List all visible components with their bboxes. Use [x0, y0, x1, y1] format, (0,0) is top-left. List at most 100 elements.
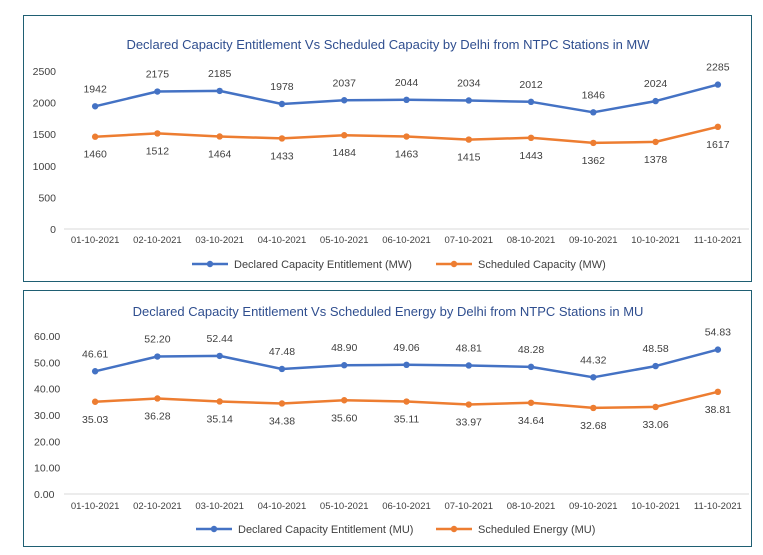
y-tick-label: 60.00	[34, 331, 60, 343]
legend-marker	[210, 525, 218, 533]
data-label: 54.83	[705, 327, 731, 339]
x-tick-label: 02-10-2021	[133, 501, 182, 512]
data-label: 1484	[333, 147, 357, 159]
data-point	[216, 352, 223, 360]
data-label: 49.06	[393, 342, 419, 354]
data-point	[527, 363, 535, 371]
data-point	[714, 388, 722, 396]
x-tick-label: 02-10-2021	[133, 235, 182, 246]
data-label: 34.38	[269, 415, 295, 427]
data-point	[154, 130, 161, 137]
x-tick-label: 01-10-2021	[71, 501, 120, 512]
data-label: 1433	[270, 150, 294, 162]
data-point	[278, 100, 286, 108]
x-tick-label: 10-10-2021	[631, 501, 680, 512]
y-tick-label: 40.00	[34, 384, 60, 396]
data-label: 1378	[644, 154, 668, 166]
data-label: 44.32	[580, 354, 606, 366]
data-point	[341, 362, 348, 369]
data-point	[154, 395, 161, 402]
y-tick-label: 2500	[33, 66, 57, 78]
data-label: 38.81	[705, 404, 731, 416]
data-label: 1617	[706, 139, 730, 151]
y-tick-label: 500	[38, 192, 56, 204]
chart-panel-energy: Declared Capacity Entitlement Vs Schedul…	[23, 290, 752, 547]
data-point	[278, 135, 286, 142]
data-point	[590, 404, 597, 412]
data-label: 33.97	[456, 417, 482, 429]
y-tick-label: 10.00	[34, 463, 60, 475]
x-tick-label: 09-10-2021	[569, 235, 618, 246]
data-point	[154, 353, 161, 360]
data-point	[527, 98, 535, 106]
capacity-chart-svg: Declared Capacity Entitlement Vs Schedul…	[33, 37, 749, 271]
data-point	[403, 96, 410, 104]
data-label: 35.60	[331, 412, 357, 424]
data-label: 1362	[582, 155, 606, 167]
data-point	[154, 88, 161, 95]
data-label: 35.11	[394, 414, 420, 426]
data-label: 35.14	[207, 413, 233, 425]
data-label: 2044	[395, 77, 419, 89]
x-tick-label: 08-10-2021	[507, 235, 556, 246]
data-label: 1443	[519, 150, 543, 162]
legend-marker	[206, 260, 214, 268]
data-label: 48.90	[331, 342, 357, 354]
data-label: 33.06	[642, 419, 668, 431]
data-label: 1942	[83, 83, 107, 95]
data-point	[590, 109, 597, 116]
data-point	[465, 136, 472, 143]
data-label: 48.28	[518, 344, 544, 356]
data-label: 1415	[457, 152, 481, 164]
y-tick-label: 2000	[33, 98, 57, 110]
data-point	[403, 361, 410, 369]
x-tick-label: 11-10-2021	[694, 235, 742, 246]
data-label: 2012	[519, 79, 543, 91]
data-point	[91, 133, 99, 140]
data-point	[216, 87, 223, 95]
data-point	[465, 362, 472, 369]
legend-marker	[450, 260, 458, 268]
data-label: 1846	[582, 89, 606, 101]
data-label: 36.28	[144, 410, 170, 422]
data-label: 2034	[457, 77, 481, 89]
data-label: 32.68	[580, 420, 606, 432]
legend-label: Declared Capacity Entitlement (MU)	[238, 524, 413, 536]
x-tick-label: 07-10-2021	[444, 501, 493, 512]
x-tick-label: 01-10-2021	[71, 235, 120, 246]
data-point	[91, 398, 99, 405]
x-tick-label: 03-10-2021	[195, 235, 244, 246]
y-tick-label: 1000	[33, 161, 57, 173]
data-point	[652, 97, 659, 105]
data-label: 47.48	[269, 346, 295, 358]
y-tick-label: 30.00	[34, 410, 60, 422]
data-point	[216, 398, 223, 405]
x-tick-label: 07-10-2021	[444, 235, 493, 246]
x-tick-label: 11-10-2021	[694, 501, 742, 512]
data-label: 2175	[146, 69, 170, 81]
data-point	[590, 139, 597, 147]
data-point	[714, 346, 722, 353]
data-label: 48.58	[642, 343, 668, 355]
data-point	[465, 97, 472, 104]
data-label: 2024	[644, 78, 668, 90]
data-point	[714, 123, 722, 131]
data-point	[278, 365, 286, 373]
data-point	[652, 403, 659, 411]
x-tick-label: 05-10-2021	[320, 235, 369, 246]
x-tick-label: 06-10-2021	[382, 235, 431, 246]
data-label: 2285	[706, 62, 730, 74]
y-tick-label: 20.00	[34, 436, 60, 448]
data-label: 34.64	[518, 415, 544, 427]
energy-chart-svg: Declared Capacity Entitlement Vs Schedul…	[34, 304, 749, 536]
legend-label: Scheduled Capacity (MW)	[478, 259, 606, 271]
legend-label: Declared Capacity Entitlement (MW)	[234, 259, 412, 271]
data-point	[714, 81, 722, 88]
y-tick-label: 0	[50, 224, 56, 236]
data-point	[278, 400, 286, 407]
data-point	[91, 368, 99, 375]
data-point	[652, 362, 659, 370]
data-point	[341, 397, 348, 404]
data-label: 2037	[333, 77, 357, 89]
y-tick-label: 1500	[33, 129, 57, 141]
